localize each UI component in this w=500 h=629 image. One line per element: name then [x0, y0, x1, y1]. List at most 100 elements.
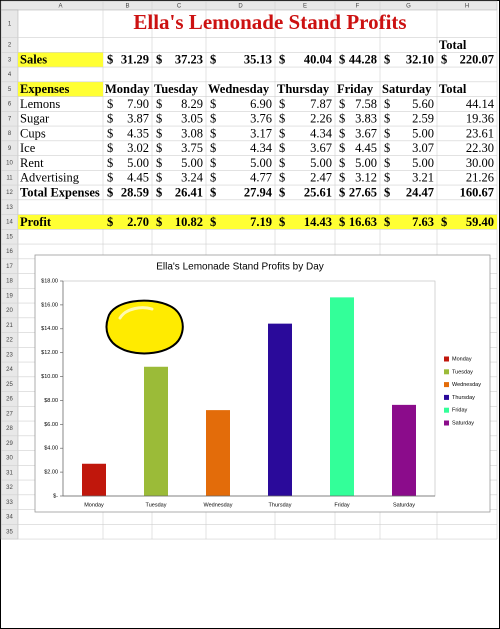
bar	[392, 404, 416, 496]
cell-currency: $	[279, 141, 285, 155]
y-tick-label: $16.00	[41, 302, 58, 308]
row-header: 8	[8, 131, 12, 137]
cell-value: 7.90	[127, 97, 149, 111]
cell-value: 6.90	[250, 97, 272, 111]
cell-currency: $	[384, 156, 390, 170]
cell-currency: $	[384, 141, 390, 155]
cell-currency: $	[156, 126, 162, 140]
cell-currency: $	[339, 112, 345, 126]
cell-value: 23.61	[466, 126, 494, 140]
cell-value: 4.35	[127, 126, 149, 140]
cell-currency: $	[384, 97, 390, 111]
cell-value: 30.00	[466, 156, 494, 170]
x-tick-label: Monday	[84, 502, 104, 508]
cell-currency: $	[210, 141, 216, 155]
cell-currency: $	[210, 126, 216, 140]
lemon-shine	[118, 306, 154, 320]
cell-currency: $	[339, 97, 345, 111]
cell-value: 25.61	[304, 185, 332, 199]
y-tick-label: $8.00	[44, 398, 58, 404]
column-header: D	[238, 4, 243, 10]
cell-value: 24.47	[406, 185, 434, 199]
column-header: B	[125, 4, 129, 10]
bar	[144, 366, 168, 496]
y-tick-label: $14.00	[41, 326, 58, 332]
cell-text: Expenses	[20, 82, 69, 96]
cell-value: 4.34	[310, 126, 333, 140]
cell-value: 3.21	[412, 171, 434, 185]
cell-currency: $	[279, 97, 285, 111]
chart: Ella's Lemonade Stand Profits by Day $- $2…	[34, 254, 491, 513]
cell-value: 7.58	[355, 97, 377, 111]
y-tick-label: $18.00	[41, 278, 58, 284]
cell-currency: $	[107, 215, 113, 229]
cell-value: 4.45	[127, 171, 149, 185]
cell-currency: $	[279, 53, 285, 67]
cell-text: Rent	[20, 156, 44, 170]
cell-currency: $	[156, 141, 162, 155]
cell-value: 14.43	[304, 215, 332, 229]
cell-value: 7.63	[412, 215, 434, 229]
legend-label: Wednesday	[452, 382, 481, 388]
row-header: 1	[8, 21, 12, 27]
cell-currency: $	[441, 215, 447, 229]
cell-value: 16.63	[349, 215, 377, 229]
legend-swatch	[444, 420, 449, 426]
cell-value: 4.45	[355, 141, 377, 155]
cell-value: 160.67	[460, 185, 494, 199]
cell-currency: $	[339, 215, 345, 229]
y-tick-label: $-	[53, 493, 58, 499]
cell-text: Total	[439, 38, 467, 52]
cell-value: 28.59	[121, 185, 149, 199]
cell-value: 32.10	[406, 53, 434, 67]
column-header: C	[177, 4, 182, 10]
column-header: G	[406, 4, 411, 10]
lemon-icon	[105, 299, 184, 355]
cell-currency: $	[384, 185, 390, 199]
legend-label: Monday	[452, 356, 472, 362]
row-header: 20	[6, 308, 13, 314]
cell-currency: $	[384, 171, 390, 185]
cell-value: 5.00	[412, 156, 434, 170]
row-header: 13	[6, 205, 13, 211]
row-header: 17	[6, 264, 13, 270]
cell-value: 5.00	[412, 126, 434, 140]
cell-text: Total	[439, 82, 467, 96]
legend-swatch	[444, 394, 449, 400]
row-header: 35	[6, 529, 13, 535]
highlight	[18, 81, 103, 97]
row-header: 26	[6, 397, 13, 403]
cell-value: 21.26	[466, 171, 494, 185]
cell-currency: $	[279, 185, 285, 199]
cell-currency: $	[279, 215, 285, 229]
cell-value: 40.04	[304, 53, 333, 67]
cell-currency: $	[107, 141, 113, 155]
row-header: 2	[8, 43, 12, 49]
y-tick-label: $10.00	[41, 374, 58, 380]
cell-currency: $	[107, 171, 113, 185]
cell-value: 2.59	[412, 112, 434, 126]
cell-currency: $	[156, 185, 162, 199]
cell-currency: $	[339, 126, 345, 140]
cell-value: 3.24	[181, 171, 204, 185]
cell-value: 8.29	[181, 97, 203, 111]
row-header: 33	[6, 500, 13, 506]
cell-value: 37.23	[175, 53, 203, 67]
cell-value: 220.07	[460, 53, 494, 67]
cell-currency: $	[339, 185, 345, 199]
cell-currency: $	[107, 156, 113, 170]
cell-value: 3.12	[355, 171, 377, 185]
bar	[330, 297, 354, 496]
cell-value: 3.67	[355, 126, 377, 140]
cell-text: Total Expenses	[20, 185, 100, 199]
legend-swatch	[444, 407, 449, 413]
cell-text: Lemons	[20, 97, 60, 111]
cell-currency: $	[107, 97, 113, 111]
cell-value: 59.40	[466, 215, 494, 229]
cell-value: 7.87	[310, 97, 332, 111]
cell-currency: $	[279, 126, 285, 140]
cell-value: 2.26	[310, 112, 332, 126]
cell-text: Friday	[337, 82, 374, 96]
y-tick-label: $6.00	[44, 422, 58, 428]
